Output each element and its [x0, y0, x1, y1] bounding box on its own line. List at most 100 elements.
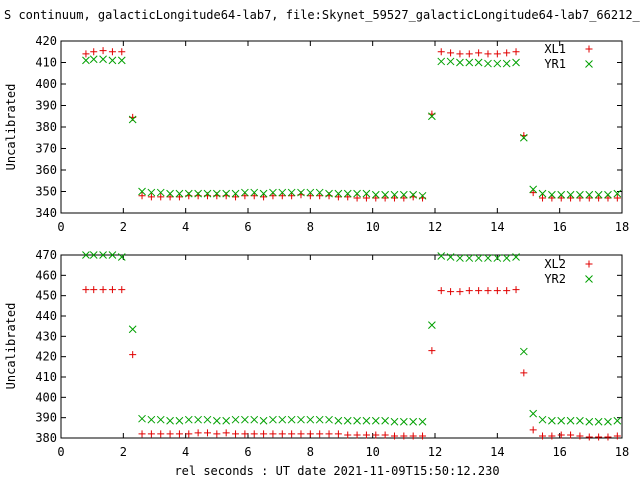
data-point [82, 56, 90, 65]
data-point [399, 190, 408, 199]
data-point [185, 430, 193, 438]
data-point [613, 189, 622, 198]
data-point [557, 190, 566, 199]
data-point [538, 189, 547, 198]
data-point [613, 194, 621, 202]
data-point [585, 433, 593, 441]
data-point [241, 192, 249, 200]
data-point [138, 430, 146, 438]
data-point [493, 287, 501, 295]
legend-label: XL1 [544, 42, 566, 56]
data-point [428, 347, 436, 355]
data-point [484, 50, 492, 58]
data-point [203, 429, 211, 437]
data-point [129, 351, 137, 359]
data-point [474, 254, 483, 262]
data-point [241, 430, 249, 438]
data-point [325, 430, 333, 438]
data-point [166, 430, 174, 438]
y-tick-label: 450 [35, 289, 57, 303]
data-point [306, 192, 314, 200]
data-point [117, 253, 126, 261]
data-point [128, 115, 137, 124]
x-tick-label: 12 [428, 220, 442, 234]
y-tick-label: 340 [35, 206, 57, 220]
data-point [557, 194, 565, 202]
x-tick-label: 12 [428, 445, 442, 459]
data-point [138, 414, 146, 423]
plot-frame-2 [60, 254, 623, 439]
data-point [465, 58, 474, 67]
data-point [371, 416, 380, 425]
x-tick-label: 0 [57, 445, 64, 459]
data-point [306, 430, 314, 438]
data-point [437, 48, 445, 56]
x-tick-label: 14 [490, 220, 504, 234]
data-point [538, 415, 547, 424]
x-tick-label: 0 [57, 220, 64, 234]
data-point [567, 431, 575, 439]
data-point [147, 430, 155, 438]
data-point [184, 415, 193, 424]
legend-label: YR1 [544, 57, 566, 71]
data-point [484, 59, 492, 68]
legend-label: YR2 [544, 272, 566, 286]
y-axis-label: Uncalibrated [4, 303, 18, 390]
data-point [89, 251, 98, 259]
data-point [203, 415, 212, 424]
data-point [446, 57, 455, 66]
data-point [539, 194, 547, 202]
data-point [259, 416, 268, 425]
data-point [138, 187, 146, 196]
data-point [512, 253, 520, 261]
data-point [222, 189, 231, 198]
data-point [418, 191, 427, 200]
data-point [334, 189, 343, 198]
data-point [117, 56, 126, 65]
data-point [446, 253, 455, 261]
data-point [529, 185, 538, 194]
data-point [362, 189, 371, 198]
data-point [175, 430, 183, 438]
data-point [381, 190, 389, 199]
legend-marker [585, 275, 593, 283]
data-point [269, 192, 277, 200]
data-point [222, 429, 230, 437]
data-point [269, 415, 277, 424]
x-tick-label: 16 [552, 220, 566, 234]
data-point [334, 416, 343, 425]
data-point [156, 188, 165, 197]
data-point [250, 415, 259, 424]
data-point [585, 417, 594, 426]
data-point [512, 48, 520, 56]
data-point [381, 431, 389, 439]
data-point [390, 417, 399, 426]
data-point [222, 416, 231, 425]
data-point [241, 188, 249, 197]
data-point [381, 194, 389, 202]
data-point [306, 415, 315, 424]
data-point [175, 193, 183, 201]
data-point [519, 347, 528, 356]
data-point [613, 432, 621, 440]
data-point [166, 193, 174, 201]
data-point [418, 417, 427, 426]
data-point [212, 416, 221, 425]
data-point [400, 432, 408, 440]
data-point [576, 190, 584, 199]
data-point [613, 416, 622, 425]
data-point [548, 194, 556, 202]
data-point [362, 431, 370, 439]
data-point [194, 415, 202, 424]
data-point [260, 430, 268, 438]
x-tick-label: 10 [365, 220, 379, 234]
x-tick-label: 8 [307, 220, 314, 234]
data-point [147, 415, 156, 424]
data-point [576, 416, 584, 425]
data-point [381, 416, 389, 425]
y-tick-label: 360 [35, 163, 57, 177]
x-tick-label: 4 [182, 445, 189, 459]
data-point [566, 190, 575, 199]
data-point [503, 287, 511, 295]
